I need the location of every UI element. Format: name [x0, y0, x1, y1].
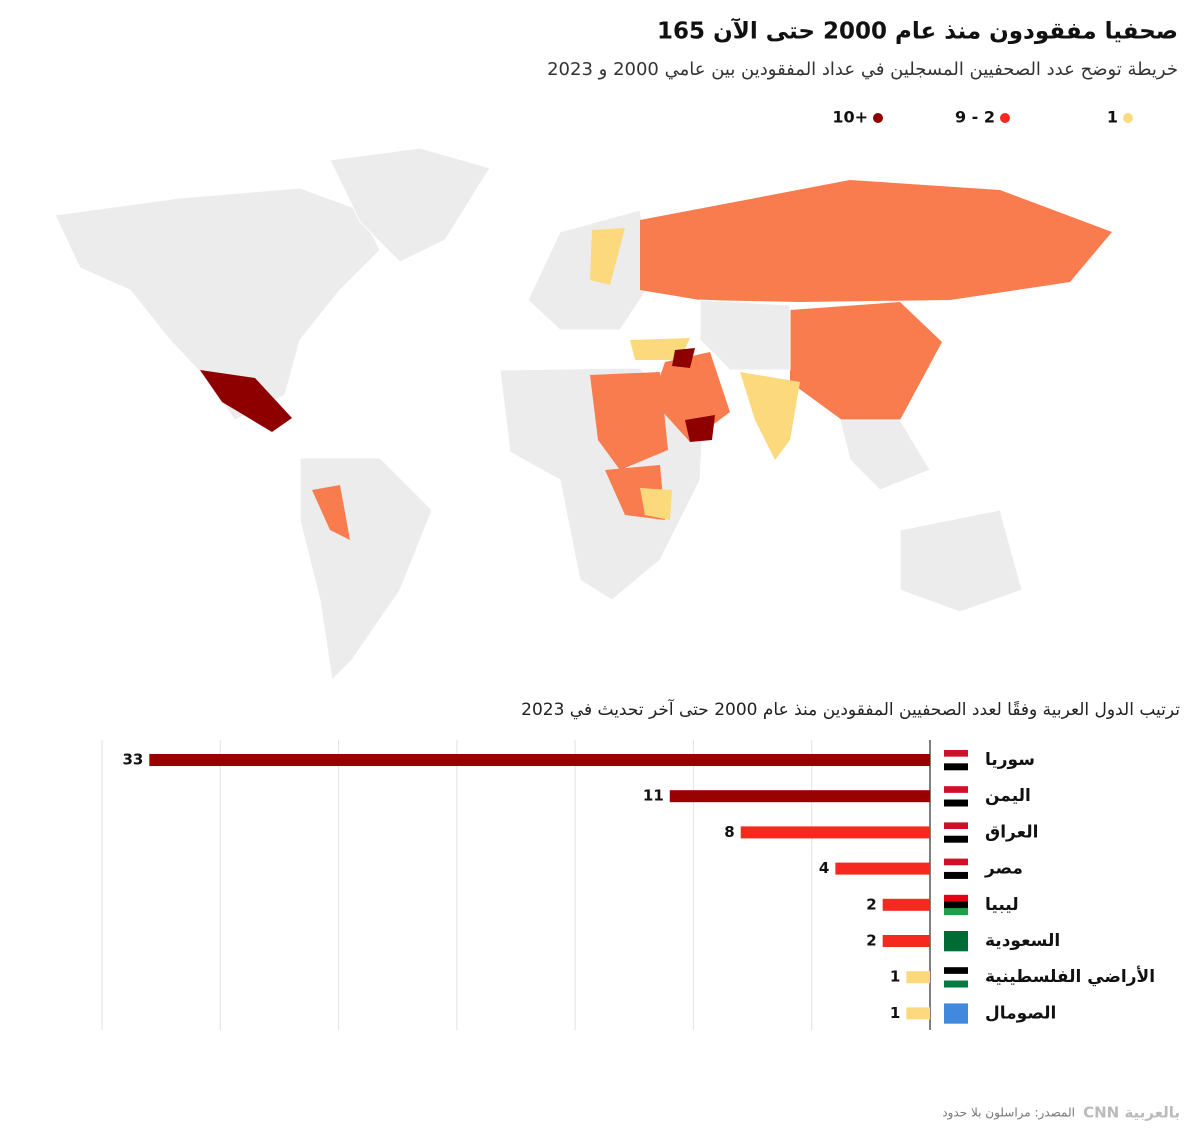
flag-stripe [944, 980, 968, 988]
flag-stripe [944, 908, 968, 916]
category-label: مصر [984, 859, 1023, 879]
source: المصدر: مراسلون بلا حدود [942, 1106, 1075, 1121]
logo: CNN بالعربية [1083, 1104, 1180, 1122]
syria [672, 348, 695, 368]
flag-stripe [944, 835, 968, 843]
scandinavia [590, 228, 625, 285]
flag-stripe [944, 756, 968, 764]
central-asia [699, 299, 791, 371]
value-label: 8 [724, 823, 734, 841]
flag-stripe [944, 1010, 968, 1018]
flag-stripe [944, 858, 968, 866]
flag-stripe [944, 1003, 968, 1011]
world-map [54, 147, 1112, 682]
category-label: الصومال [985, 1003, 1056, 1023]
flag-stripe [944, 871, 968, 879]
flag-stripe [944, 799, 968, 807]
value-label: 11 [643, 787, 664, 805]
category-label: العراق [985, 822, 1038, 842]
yemen [685, 415, 715, 442]
bar [882, 898, 930, 911]
europe [527, 209, 653, 331]
legend-label: 1 [1107, 108, 1118, 127]
flag-stripe [944, 822, 968, 830]
flag-stripe [944, 763, 968, 771]
bar [906, 1007, 930, 1020]
title: 165 صحفيا مفقودون منذ عام 2000 حتى الآن [657, 18, 1178, 45]
category-label: الأراضي الفلسطينية [985, 966, 1155, 987]
south-east-asia [839, 419, 931, 491]
legend-dot [1000, 113, 1010, 123]
subtitle: خريطة توضح عدد الصحفيين المسجلين في عداد… [547, 59, 1178, 80]
legend-label: 10+ [832, 108, 868, 127]
value-label: 33 [122, 751, 143, 769]
category-label: ليبيا [985, 895, 1019, 915]
category-label: السعودية [985, 931, 1060, 951]
flag-stripe [944, 786, 968, 794]
russia [640, 180, 1112, 302]
flag-stripe [944, 1016, 968, 1024]
value-label: 1 [890, 1004, 900, 1022]
map-legend: 10+ 9 - 2 1 [832, 108, 1133, 127]
north-america [54, 187, 381, 421]
flag-stripe [944, 973, 968, 981]
china [790, 302, 942, 420]
bar [882, 935, 930, 947]
value-label: 2 [866, 895, 876, 913]
flag-stripe [944, 931, 968, 938]
category-label: سوريا [985, 750, 1035, 770]
chart-title: ترتيب الدول العربية وفقًا لعدد الصحفيين … [521, 698, 1180, 720]
flag-stripe [944, 937, 968, 945]
flag-stripe [944, 894, 968, 902]
flag-stripe [944, 865, 968, 873]
bar [149, 754, 931, 766]
flag-stripe [944, 750, 968, 757]
category-label: اليمن [985, 786, 1031, 806]
east-africa [640, 488, 672, 520]
bar [669, 790, 930, 803]
india [740, 372, 800, 460]
flag-stripe [944, 944, 968, 952]
flag-stripe [944, 967, 968, 975]
flag-stripe [944, 792, 968, 800]
value-label: 4 [819, 859, 829, 877]
north-africa [590, 372, 668, 470]
australia [899, 509, 1023, 613]
flag-stripe [944, 829, 968, 837]
peru [312, 485, 350, 540]
legend-dot [1123, 113, 1133, 123]
greenland [329, 147, 491, 263]
legend-label: 9 - 2 [955, 108, 995, 127]
bar [835, 862, 930, 875]
bar [906, 971, 930, 984]
flag-stripe [944, 901, 968, 909]
value-label: 2 [866, 932, 876, 950]
value-label: 1 [890, 968, 900, 986]
mexico [200, 370, 292, 432]
legend-dot [873, 113, 883, 123]
bar [740, 826, 930, 839]
